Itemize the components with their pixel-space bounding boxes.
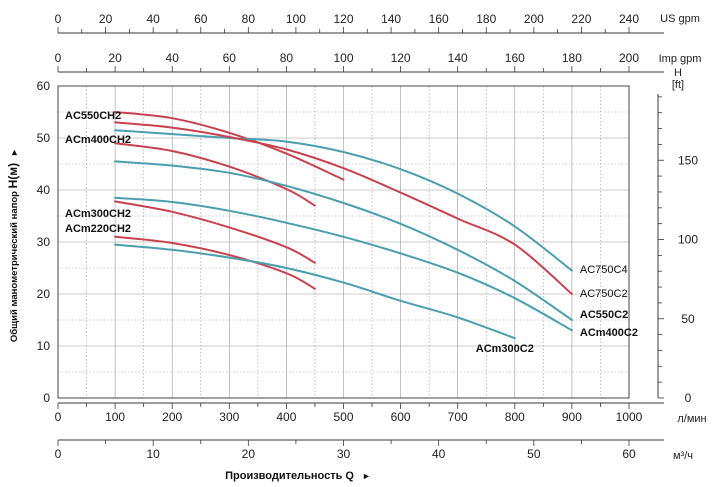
m3h-axis-tick-label: 10	[146, 447, 160, 461]
y-right-tick-label: 100	[678, 233, 698, 247]
imp-gpm-axis-tick-label: 200	[619, 51, 639, 65]
us-gpm-axis-tick-label: 140	[381, 12, 401, 26]
lmin-axis-tick-label: 700	[448, 410, 468, 424]
y-left-tick-label: 0	[43, 391, 50, 405]
us-gpm-axis-tick-label: 40	[146, 12, 160, 26]
curve-acm300ch2	[114, 200, 316, 264]
grid-group	[58, 86, 630, 398]
m3h-unit-label: м³/ч	[673, 450, 693, 462]
y-right-unit-h: H	[674, 67, 682, 79]
imp-gpm-axis-tick-label: 120	[391, 51, 411, 65]
top-axes-group: 0 20 40 60 80 100 120 140 160 180 200 220 240 US gpm 0…	[55, 12, 702, 73]
us-gpm-axis-tick-label: 20	[99, 12, 113, 26]
curve-acm220ch2	[114, 235, 316, 290]
us-gpm-axis-tick-label: 200	[524, 12, 544, 26]
us-gpm-axis-tick-label: 100	[286, 12, 306, 26]
us-gpm-axis-tick-label: 80	[242, 12, 256, 26]
us-gpm-axis-tick-label: 160	[429, 12, 449, 26]
us-gpm-axis-tick-label: 240	[619, 12, 639, 26]
x-axis-title: Производительность Q ►	[225, 470, 371, 482]
curve-label-acm400ch2: ACm400CH2	[65, 134, 131, 146]
lmin-axis-tick-label: 600	[391, 410, 411, 424]
curve-ac550ch2	[114, 111, 345, 181]
y-left-tick-label: 20	[37, 287, 51, 301]
lmin-axis-tick-label: 1000	[616, 410, 643, 424]
y-axis-title-main: H(м)	[6, 163, 20, 189]
x-axis-title-main: Производительность Q	[225, 470, 354, 482]
lmin-axis-tick-label: 0	[55, 410, 62, 424]
curves-group	[114, 111, 573, 340]
imp-gpm-axis-tick-label: 140	[448, 51, 468, 65]
m3h-axis-tick-label: 50	[527, 447, 541, 461]
imp-gpm-axis-tick-label: 60	[223, 51, 237, 65]
curve-acm300c2	[114, 243, 516, 340]
imp-gpm-axis-tick-label: 80	[280, 51, 294, 65]
m3h-axis-tick-label: 30	[337, 447, 351, 461]
curve-label-acm400c2: ACm400C2	[580, 327, 638, 339]
y-left-tick-label: 50	[37, 131, 51, 145]
curve-acm400c2	[114, 196, 573, 332]
left-axis-group: 0 10 20 30 40 50 60	[37, 79, 51, 405]
m3h-axis-tick-label: 0	[55, 447, 62, 461]
y-right-tick-label: 0	[685, 391, 692, 405]
lmin-axis-tick-label: 500	[333, 410, 353, 424]
imp-gpm-unit-label: Imp gpm	[659, 53, 702, 65]
us-gpm-axis-tick-label: 120	[333, 12, 353, 26]
curve-label-ac750c2: AC750C2	[580, 288, 628, 300]
y-left-tick-label: 40	[37, 183, 51, 197]
us-gpm-axis-tick-label: 60	[194, 12, 208, 26]
y-axis-title-arrow: ►	[9, 148, 19, 157]
curve-label-acm300c2: ACm300C2	[476, 343, 534, 355]
curve-ac750c2	[114, 121, 573, 295]
y-right-tick-label: 50	[681, 312, 695, 326]
lmin-axis-tick-label: 100	[105, 410, 125, 424]
lmin-axis-tick-label: 900	[562, 410, 582, 424]
y-left-tick-label: 60	[37, 79, 51, 93]
lmin-axis-tick-label: 800	[505, 410, 525, 424]
y-axis-title: Общий манометрический напор H(м) ►	[6, 148, 20, 342]
lmin-axis-tick-label: 400	[276, 410, 296, 424]
imp-gpm-axis-tick-label: 40	[166, 51, 180, 65]
y-axis-title-prefix: Общий манометрический напор	[9, 188, 20, 342]
us-gpm-axis-tick-label: 180	[476, 12, 496, 26]
imp-gpm-axis-tick-label: 100	[333, 51, 353, 65]
plot-frame-group	[57, 85, 630, 399]
y-right-tick-label: 150	[678, 153, 698, 167]
us-gpm-axis-tick-label: 220	[571, 12, 591, 26]
x-axis-title-arrow: ►	[362, 471, 371, 481]
curve-ac550c2	[114, 160, 573, 321]
m3h-axis-tick-label: 60	[622, 447, 636, 461]
y-right-unit-ft: [ft]	[672, 79, 684, 91]
right-axis-group: 0 50 100 150 H[ft]	[657, 67, 698, 405]
curve-acm400ch2	[114, 142, 316, 207]
bottom-axes-group: 0 100 200 300 400 500 600 700 800 900 1000 л/мин 0 10…	[55, 402, 707, 462]
us-gpm-axis-tick-label: 0	[55, 12, 62, 26]
curve-labels-group: AC550CH2 ACm400CH2 ACm300CH2 ACm220CH2 AC750…	[65, 110, 638, 355]
y-left-tick-label: 10	[37, 339, 51, 353]
lmin-axis-tick-label: 300	[219, 410, 239, 424]
imp-gpm-axis-tick-label: 20	[108, 51, 122, 65]
lmin-unit-label: л/мин	[677, 413, 706, 425]
y-left-tick-label: 30	[37, 235, 51, 249]
curve-label-ac550ch2: AC550CH2	[65, 110, 121, 122]
us-gpm-unit-label: US gpm	[660, 13, 700, 25]
m3h-axis-tick-label: 20	[242, 447, 256, 461]
curve-label-acm300ch2: ACm300CH2	[65, 208, 131, 220]
curve-label-acm220ch2: ACm220CH2	[65, 223, 131, 235]
curve-label-ac550c2: AC550C2	[580, 309, 628, 321]
m3h-axis-tick-label: 40	[432, 447, 446, 461]
imp-gpm-axis-tick-label: 0	[55, 51, 62, 65]
curve-label-ac750c4: AC750C4	[580, 264, 628, 276]
plot-frame	[57, 85, 630, 399]
lmin-axis-tick-label: 200	[162, 410, 182, 424]
imp-gpm-axis-tick-label: 180	[562, 51, 582, 65]
imp-gpm-axis-tick-label: 160	[505, 51, 525, 65]
